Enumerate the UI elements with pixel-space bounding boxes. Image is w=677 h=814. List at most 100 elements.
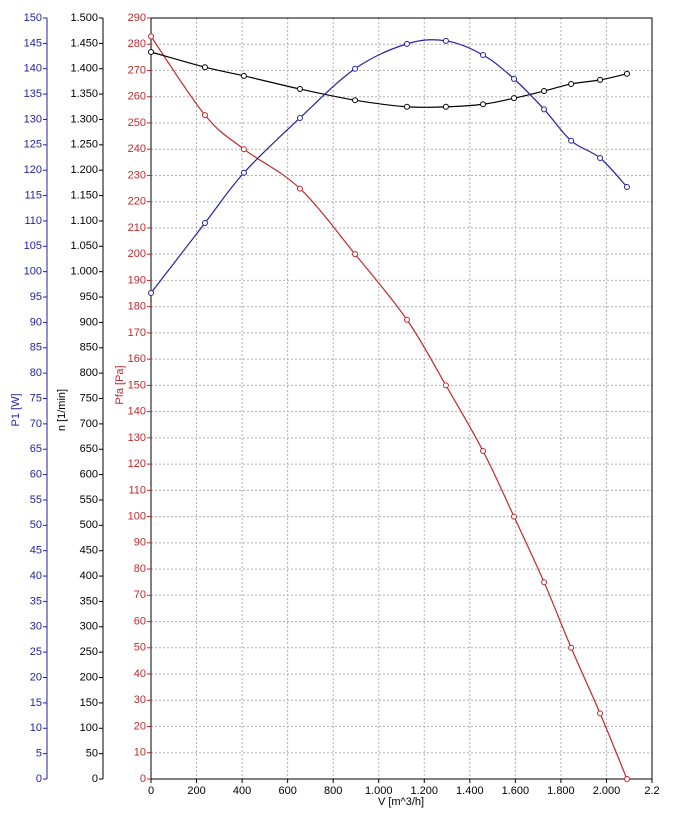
x-tick-label: 2.000 bbox=[593, 785, 621, 797]
data-point bbox=[352, 65, 359, 72]
y-tick-label: 280 bbox=[128, 38, 146, 50]
y-tick-label: 500 bbox=[80, 519, 98, 531]
y-tick-label: 10 bbox=[134, 747, 146, 759]
y-tick-label: 85 bbox=[30, 342, 42, 354]
y-tick-label: 240 bbox=[128, 143, 146, 155]
y-axis-label: Pfa [Pa] bbox=[114, 365, 126, 404]
y-tick-label: 5 bbox=[36, 748, 42, 760]
series-line bbox=[150, 36, 628, 780]
y-tick-label: 145 bbox=[24, 37, 42, 49]
y-tick-label: 50 bbox=[30, 519, 42, 531]
y-tick-label: 190 bbox=[128, 274, 146, 286]
y-tick-label: 50 bbox=[86, 748, 98, 760]
y-tick-label: 220 bbox=[128, 196, 146, 208]
x-tick-label: 2.2 bbox=[644, 785, 659, 797]
y-tick-label: 55 bbox=[30, 494, 42, 506]
data-point bbox=[403, 316, 410, 323]
y-tick-label: 170 bbox=[128, 327, 146, 339]
y-tick-label: 300 bbox=[80, 621, 98, 633]
y-tick-label: 0 bbox=[92, 773, 98, 785]
y-tick-label: 10 bbox=[30, 722, 42, 734]
y-tick-label: 1.100 bbox=[70, 215, 98, 227]
x-tick-label: 600 bbox=[278, 785, 296, 797]
y-tick-label: 90 bbox=[134, 537, 146, 549]
y-tick-label: 150 bbox=[80, 697, 98, 709]
data-point bbox=[541, 106, 548, 113]
y-tick-label: 50 bbox=[134, 642, 146, 654]
y-tick-label: 0 bbox=[140, 773, 146, 785]
y-tick-label: 1.000 bbox=[70, 266, 98, 278]
data-point bbox=[240, 72, 247, 79]
data-point bbox=[403, 103, 410, 110]
x-tick-label: 800 bbox=[324, 785, 342, 797]
x-tick-label: 0 bbox=[148, 785, 154, 797]
data-point bbox=[623, 776, 630, 782]
y-tick-label: 160 bbox=[128, 353, 146, 365]
y-tick-label: 135 bbox=[24, 88, 42, 100]
y-tick-label: 125 bbox=[24, 139, 42, 151]
y-tick-label: 80 bbox=[30, 367, 42, 379]
data-point bbox=[568, 644, 575, 651]
y-tick-label: 150 bbox=[24, 12, 42, 24]
y-tick-label: 35 bbox=[30, 595, 42, 607]
y-tick-label: 150 bbox=[128, 379, 146, 391]
data-point bbox=[403, 40, 410, 47]
data-point bbox=[201, 112, 208, 119]
y-tick-label: 100 bbox=[128, 510, 146, 522]
y-tick-label: 1.050 bbox=[70, 240, 98, 252]
y-tick-label: 850 bbox=[80, 342, 98, 354]
y-tick-label: 1.400 bbox=[70, 63, 98, 75]
data-point bbox=[442, 103, 449, 110]
y-tick-label: 90 bbox=[30, 316, 42, 328]
y-tick-label: 900 bbox=[80, 316, 98, 328]
y-tick-label: 100 bbox=[24, 266, 42, 278]
data-point bbox=[148, 48, 154, 55]
data-point bbox=[510, 75, 517, 82]
data-point bbox=[352, 251, 359, 258]
y-tick-label: 105 bbox=[24, 240, 42, 252]
data-point bbox=[597, 76, 604, 83]
data-point bbox=[568, 137, 575, 144]
y2-axis-label: n [1/min] bbox=[56, 389, 68, 431]
y-tick-label: 140 bbox=[24, 63, 42, 75]
data-point bbox=[623, 183, 630, 190]
y-tick-label: 40 bbox=[134, 668, 146, 680]
y-tick-label: 100 bbox=[80, 722, 98, 734]
y-tick-label: 80 bbox=[134, 563, 146, 575]
x-tick-label: 1.600 bbox=[502, 785, 530, 797]
data-point bbox=[480, 101, 487, 108]
x-axis-label: V [m^3/h] bbox=[378, 796, 424, 808]
x-tick-label: 1.400 bbox=[456, 785, 484, 797]
y-tick-label: 70 bbox=[30, 418, 42, 430]
y-tick-label: 800 bbox=[80, 367, 98, 379]
y-tick-label: 260 bbox=[128, 91, 146, 103]
y-tick-label: 115 bbox=[24, 189, 42, 201]
y-tick-label: 0 bbox=[36, 773, 42, 785]
y-tick-label: 15 bbox=[30, 697, 42, 709]
data-point bbox=[442, 382, 449, 389]
y-tick-label: 180 bbox=[128, 301, 146, 313]
data-point bbox=[541, 88, 548, 95]
y-tick-label: 20 bbox=[30, 671, 42, 683]
y-tick-label: 230 bbox=[128, 169, 146, 181]
y-tick-label: 550 bbox=[80, 494, 98, 506]
y-tick-label: 25 bbox=[30, 646, 42, 658]
plot-frame bbox=[150, 17, 653, 780]
y-tick-label: 110 bbox=[128, 484, 146, 496]
data-point bbox=[352, 97, 359, 104]
y-tick-label: 200 bbox=[128, 248, 146, 260]
y-tick-label: 30 bbox=[134, 694, 146, 706]
data-point bbox=[201, 219, 208, 226]
data-point bbox=[541, 579, 548, 586]
data-point bbox=[568, 80, 575, 87]
data-point bbox=[148, 33, 154, 40]
series-line bbox=[150, 51, 628, 108]
y-tick-label: 950 bbox=[80, 291, 98, 303]
y-tick-label: 130 bbox=[128, 432, 146, 444]
y-tick-label: 350 bbox=[80, 595, 98, 607]
data-point bbox=[510, 95, 517, 102]
y-tick-label: 1.150 bbox=[70, 189, 98, 201]
data-point bbox=[442, 37, 449, 44]
data-point bbox=[240, 169, 247, 176]
